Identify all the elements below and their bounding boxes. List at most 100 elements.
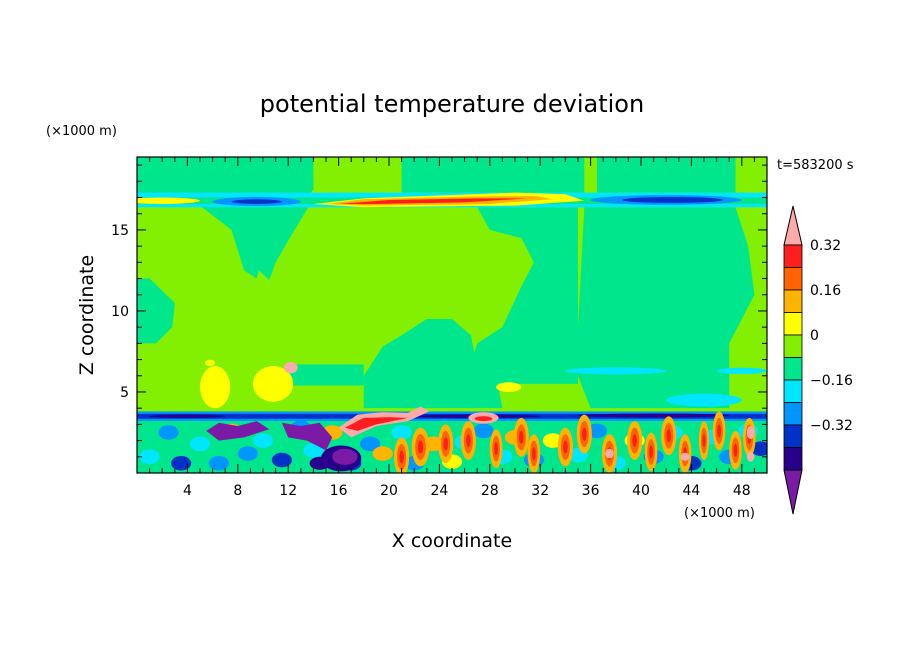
chart-title: potential temperature deviation bbox=[260, 90, 644, 118]
near-zero-region bbox=[596, 157, 736, 193]
warm-plume bbox=[702, 434, 706, 448]
warm-plume bbox=[532, 447, 536, 461]
warm-plume bbox=[417, 440, 424, 454]
turbulent-eddy bbox=[360, 436, 381, 452]
turbulent-eddy bbox=[586, 423, 607, 439]
warm-plume bbox=[649, 445, 653, 459]
x-tick-label: 36 bbox=[582, 483, 600, 499]
turbulent-eddy bbox=[303, 443, 324, 458]
x-tick-label: 20 bbox=[380, 483, 398, 499]
colorbar-swatch bbox=[783, 424, 803, 448]
time-label: t=583200 s bbox=[777, 158, 854, 173]
colorbar-swatch bbox=[783, 379, 803, 403]
x-tick-label: 44 bbox=[682, 483, 700, 499]
near-zero-region bbox=[137, 278, 175, 344]
cold-streak bbox=[231, 199, 282, 204]
turbulent-eddy bbox=[189, 436, 211, 452]
turbulent-eddy bbox=[271, 452, 292, 468]
warm-plume bbox=[494, 442, 498, 456]
near-zero-region bbox=[137, 157, 314, 279]
warm-blob bbox=[474, 416, 493, 422]
cold-eddy bbox=[332, 448, 358, 465]
warm-plume-core bbox=[605, 448, 614, 459]
x-tick-label: 8 bbox=[233, 483, 242, 499]
inversion-core bbox=[149, 414, 226, 418]
warm-plume bbox=[582, 427, 587, 441]
x-tick-label: 48 bbox=[733, 483, 751, 499]
colorbar-swatch bbox=[783, 402, 803, 426]
warm-plume-core bbox=[680, 452, 690, 461]
turbulent-eddy bbox=[252, 433, 274, 448]
colorbar-swatch bbox=[783, 447, 803, 471]
y-axis-label: Z coordinate bbox=[76, 255, 98, 375]
warm-patch bbox=[205, 359, 216, 367]
warm-patch bbox=[252, 366, 294, 402]
warm-plume bbox=[666, 429, 671, 443]
warm-plume bbox=[466, 434, 471, 448]
warm-plume bbox=[632, 434, 637, 448]
near-zero-region bbox=[584, 346, 648, 405]
x-axis: 4 8 12 16 20 24 28 32 36 40 44 48 bbox=[149, 157, 768, 499]
warm-plume bbox=[399, 450, 404, 464]
x-tick-label: 24 bbox=[430, 483, 448, 499]
near-zero-region bbox=[225, 207, 309, 281]
x-unit-label: (×1000 m) bbox=[684, 506, 755, 521]
warm-plume-core bbox=[746, 451, 755, 462]
x-tick-label: 32 bbox=[531, 483, 549, 499]
turbulent-eddy bbox=[372, 446, 393, 461]
warm-plume bbox=[563, 440, 568, 454]
warm-plume bbox=[519, 430, 524, 444]
cold-streak bbox=[565, 367, 667, 375]
turbulent-eddy bbox=[208, 455, 229, 471]
cold-eddy bbox=[206, 421, 270, 441]
warm-plume-core bbox=[746, 426, 755, 439]
near-zero-region bbox=[288, 364, 364, 386]
warm-plume bbox=[717, 424, 722, 438]
warm-streak bbox=[137, 197, 200, 204]
cold-eddy bbox=[309, 456, 330, 470]
warm-blob bbox=[344, 417, 408, 431]
warm-plume bbox=[443, 437, 448, 451]
turbulent-eddy bbox=[473, 423, 494, 439]
turbulent-eddy bbox=[391, 425, 412, 440]
cold-eddy bbox=[281, 422, 333, 451]
colorbar-top-arrow bbox=[783, 205, 803, 246]
x-tick-label: 40 bbox=[632, 483, 650, 499]
x-tick-label: 4 bbox=[183, 483, 192, 499]
colorbar-swatch bbox=[783, 244, 803, 268]
turbulent-eddy bbox=[158, 425, 179, 440]
colorbar: 0.32 0.16 0 −0.16 −0.32 bbox=[783, 205, 853, 515]
y-tick-label: 15 bbox=[111, 223, 129, 239]
turbulent-eddy bbox=[237, 446, 258, 461]
colorbar-label: 0.32 bbox=[810, 238, 841, 254]
cold-streak bbox=[622, 197, 723, 203]
warm-plume bbox=[733, 443, 738, 457]
x-tick-label: 28 bbox=[481, 483, 499, 499]
colorbar-label: −0.32 bbox=[810, 418, 853, 434]
colorbar-label: 0 bbox=[810, 328, 819, 344]
y-unit-label: (×1000 m) bbox=[46, 124, 117, 139]
near-zero-region bbox=[363, 319, 503, 409]
contour-field bbox=[137, 157, 767, 473]
colorbar-swatch bbox=[783, 289, 803, 313]
y-tick-label: 10 bbox=[111, 304, 129, 320]
turbulent-eddy bbox=[542, 433, 563, 448]
colorbar-label: −0.16 bbox=[810, 373, 853, 389]
y-tick-label: 5 bbox=[120, 385, 129, 401]
colorbar-swatch bbox=[783, 334, 803, 358]
x-tick-label: 12 bbox=[279, 483, 297, 499]
cold-streak bbox=[716, 367, 767, 375]
x-axis-label: X coordinate bbox=[392, 530, 512, 552]
warm-patch bbox=[496, 382, 522, 392]
warm-band bbox=[338, 198, 528, 204]
warm-patch bbox=[200, 366, 231, 409]
cold-streak bbox=[666, 393, 742, 407]
warm-patch bbox=[283, 361, 298, 374]
y-axis: 5 10 15 bbox=[111, 164, 767, 458]
colorbar-swatch bbox=[783, 267, 803, 291]
colorbar-swatch bbox=[783, 312, 803, 336]
colorbar-swatch bbox=[783, 357, 803, 381]
turbulent-eddy bbox=[171, 455, 192, 471]
x-tick-label: 16 bbox=[330, 483, 348, 499]
